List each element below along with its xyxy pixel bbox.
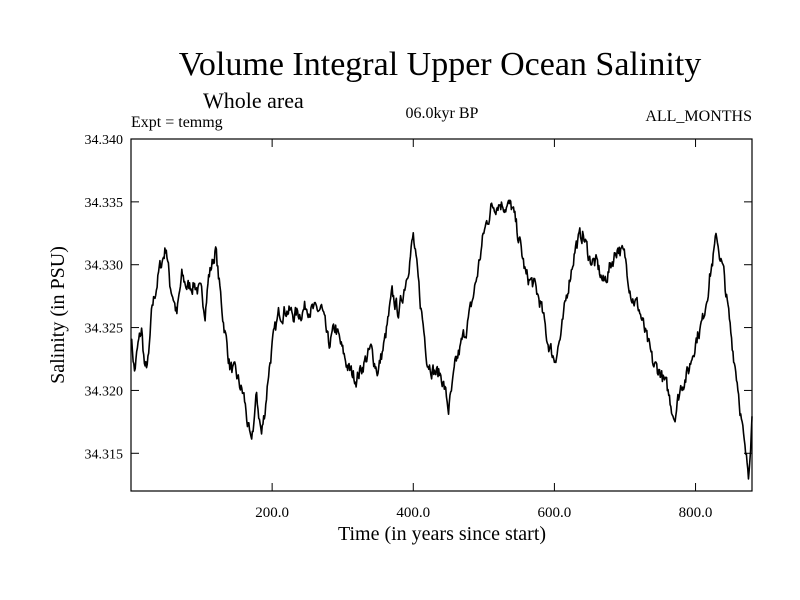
y-tick-label: 34.325 — [85, 322, 124, 337]
x-tick-label: 200.0 — [255, 505, 289, 521]
y-tick-label: 34.340 — [85, 133, 124, 148]
experiment-label: Expt = temmg — [131, 114, 223, 131]
x-axis-label: Time (in years since start) — [338, 523, 546, 545]
y-tick-label: 34.330 — [85, 259, 124, 274]
months-label: ALL_MONTHS — [645, 108, 752, 125]
chart-subtitle: Whole area — [203, 88, 304, 113]
y-tick-label: 34.315 — [85, 447, 124, 462]
y-tick-label: 34.320 — [85, 384, 124, 399]
y-axis-label: Salinity (in PSU) — [47, 246, 69, 384]
x-tick-label: 800.0 — [679, 505, 713, 521]
salinity-series-line — [130, 199, 753, 480]
plot-frame — [130, 138, 753, 492]
y-tick-label: 34.335 — [85, 196, 124, 211]
chart-title: Volume Integral Upper Ocean Salinity — [178, 46, 702, 83]
x-tick-label: 600.0 — [538, 505, 572, 521]
y-axis: 34.315 34.320 34.325 34.330 34.335 34.340 — [85, 133, 752, 462]
x-tick-label: 400.0 — [396, 505, 430, 521]
x-axis: 200.0 400.0 600.0 800.0 — [255, 139, 712, 521]
period-label: 06.0kyr BP — [405, 105, 479, 122]
